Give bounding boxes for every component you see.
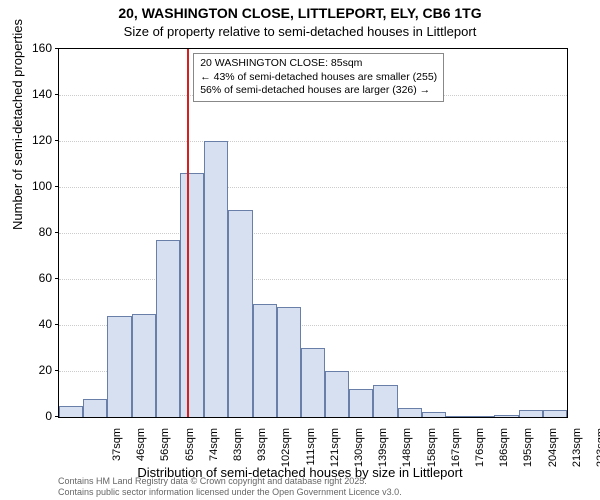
- x-tick-label: 83sqm: [232, 428, 244, 478]
- y-tick-label: 40: [12, 317, 52, 331]
- y-tick-mark: [55, 232, 59, 233]
- x-tick-label: 130sqm: [353, 428, 365, 478]
- x-tick-label: 121sqm: [329, 428, 341, 478]
- annotation-line2: ← 43% of semi-detached houses are smalle…: [200, 71, 437, 85]
- x-tick-label: 56sqm: [159, 428, 171, 478]
- x-tick-label: 74sqm: [208, 428, 220, 478]
- histogram-bar: [325, 371, 349, 417]
- histogram-bar: [398, 408, 422, 417]
- histogram-bar: [301, 348, 325, 417]
- histogram-bar: [373, 385, 397, 417]
- x-tick-label: 176sqm: [474, 428, 486, 478]
- x-tick-label: 93sqm: [256, 428, 268, 478]
- y-tick-mark: [55, 416, 59, 417]
- y-tick-label: 0: [12, 409, 52, 423]
- x-tick-label: 102sqm: [280, 428, 292, 478]
- x-tick-label: 139sqm: [377, 428, 389, 478]
- y-tick-label: 140: [12, 87, 52, 101]
- histogram-bar: [470, 416, 494, 417]
- y-tick-label: 60: [12, 271, 52, 285]
- x-tick-label: 223sqm: [595, 428, 600, 478]
- histogram-bar: [156, 240, 180, 417]
- histogram-bar: [132, 314, 156, 418]
- x-tick-label: 204sqm: [547, 428, 559, 478]
- x-tick-label: 167sqm: [450, 428, 462, 478]
- histogram-bar: [180, 173, 204, 417]
- y-tick-label: 20: [12, 363, 52, 377]
- y-tick-label: 80: [12, 225, 52, 239]
- annotation-line1: 20 WASHINGTON CLOSE: 85sqm: [200, 57, 437, 71]
- chart-container: 20, WASHINGTON CLOSE, LITTLEPORT, ELY, C…: [0, 0, 600, 500]
- attribution-text: Contains HM Land Registry data © Crown c…: [58, 476, 402, 498]
- x-tick-label: 148sqm: [401, 428, 413, 478]
- y-tick-label: 160: [12, 41, 52, 55]
- property-marker-line: [187, 49, 189, 417]
- x-tick-label: 65sqm: [184, 428, 196, 478]
- x-tick-label: 195sqm: [522, 428, 534, 478]
- histogram-bar: [107, 316, 131, 417]
- x-tick-label: 213sqm: [571, 428, 583, 478]
- histogram-bar: [277, 307, 301, 417]
- annotation-line3: 56% of semi-detached houses are larger (…: [200, 84, 437, 98]
- histogram-bar: [59, 406, 83, 418]
- attribution-line2: Contains public sector information licen…: [58, 487, 402, 497]
- histogram-bar: [349, 389, 373, 417]
- histogram-bar: [519, 410, 543, 417]
- histogram-bar: [422, 412, 446, 417]
- histogram-bar: [83, 399, 107, 417]
- y-tick-mark: [55, 48, 59, 49]
- x-tick-label: 111sqm: [305, 428, 317, 478]
- y-tick-mark: [55, 324, 59, 325]
- x-tick-label: 158sqm: [426, 428, 438, 478]
- histogram-bar: [228, 210, 252, 417]
- histogram-bar: [494, 415, 518, 417]
- x-tick-label: 186sqm: [498, 428, 510, 478]
- chart-title-sub: Size of property relative to semi-detach…: [0, 24, 600, 39]
- plot-area: 20 WASHINGTON CLOSE: 85sqm← 43% of semi-…: [58, 48, 568, 418]
- y-tick-label: 100: [12, 179, 52, 193]
- annotation-box: 20 WASHINGTON CLOSE: 85sqm← 43% of semi-…: [193, 53, 444, 102]
- y-tick-mark: [55, 140, 59, 141]
- y-tick-mark: [55, 370, 59, 371]
- histogram-bar: [204, 141, 228, 417]
- x-tick-label: 37sqm: [111, 428, 123, 478]
- chart-title-main: 20, WASHINGTON CLOSE, LITTLEPORT, ELY, C…: [0, 5, 600, 21]
- histogram-bar: [543, 410, 567, 417]
- y-tick-mark: [55, 94, 59, 95]
- y-tick-mark: [55, 278, 59, 279]
- x-tick-label: 46sqm: [135, 428, 147, 478]
- histogram-bar: [446, 416, 470, 417]
- grid-line: [59, 187, 567, 188]
- grid-line: [59, 279, 567, 280]
- y-tick-mark: [55, 186, 59, 187]
- y-tick-label: 120: [12, 133, 52, 147]
- grid-line: [59, 233, 567, 234]
- grid-line: [59, 141, 567, 142]
- histogram-bar: [253, 304, 277, 417]
